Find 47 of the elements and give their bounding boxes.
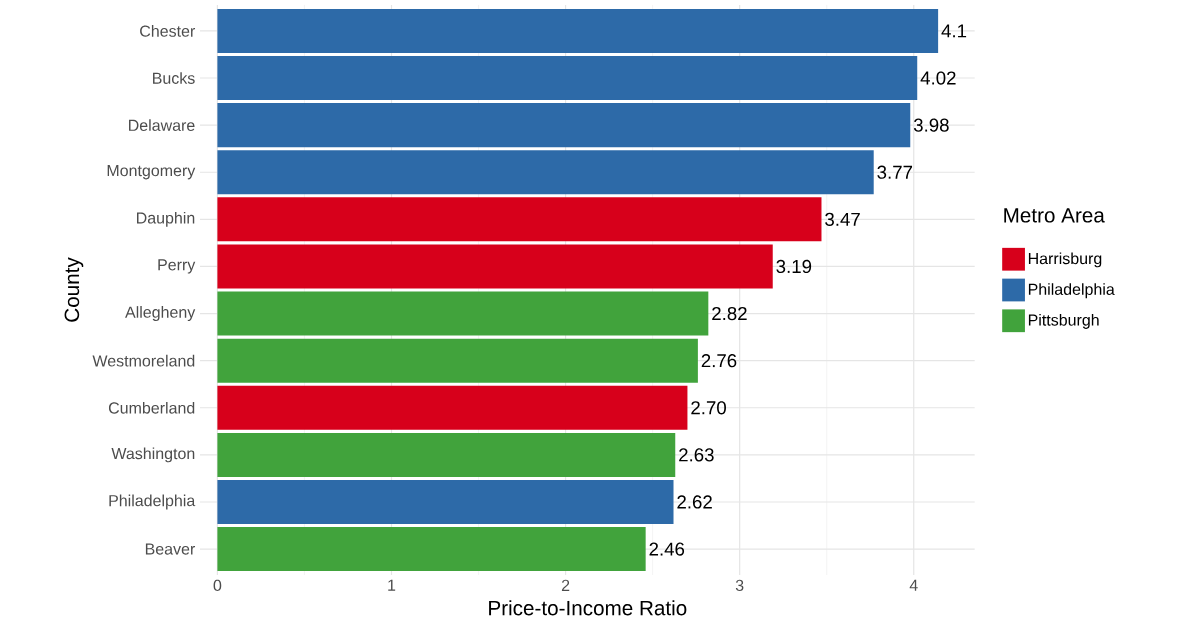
bar xyxy=(217,385,688,430)
y-tick-label: Perry xyxy=(158,259,196,274)
x-tick-label: 2 xyxy=(561,579,570,591)
text: 3.98 xyxy=(913,118,949,132)
y-tick-label: Bucks xyxy=(153,72,195,84)
bar xyxy=(217,56,918,101)
x-tick-label: 4 xyxy=(909,579,918,591)
bar xyxy=(217,103,911,148)
legend-label: Pittsburgh xyxy=(1028,313,1099,329)
text: 2.82 xyxy=(712,306,747,321)
y-axis-title: County xyxy=(64,257,84,322)
bar xyxy=(217,291,709,336)
bar xyxy=(217,8,939,53)
x-tick-label: 3 xyxy=(735,579,744,592)
y-tick-label: Westmoreland xyxy=(92,354,195,367)
y-tick-label: Beaver xyxy=(145,543,196,555)
text: 2.70 xyxy=(691,401,726,415)
y-tick-label: Delaware xyxy=(129,119,195,131)
legend-label: Philadelphia xyxy=(1028,283,1115,299)
text: 3.77 xyxy=(877,165,913,179)
bar xyxy=(217,432,676,477)
bar xyxy=(217,150,874,195)
text: 3.19 xyxy=(776,259,812,274)
bar xyxy=(217,197,822,242)
text: 4.02 xyxy=(920,71,956,85)
x-tick-label: 0 xyxy=(213,579,222,592)
x-axis-title: Price-to-Income Ratio xyxy=(489,600,687,616)
y-tick-label: Allegheny xyxy=(125,306,196,322)
y-tick-label: Cumberland xyxy=(108,401,195,414)
bar xyxy=(217,527,646,572)
y-tick-label: Philadelphia xyxy=(109,494,196,510)
text: 2.76 xyxy=(701,354,737,368)
bar xyxy=(217,479,674,524)
bar xyxy=(217,338,698,383)
legend-label: Harrisburg xyxy=(1028,252,1102,268)
bar xyxy=(217,244,773,289)
text: 3.47 xyxy=(825,212,860,226)
y-tick-label: Washington xyxy=(111,447,195,463)
legend-title: Metro Area xyxy=(1004,208,1105,223)
text: 2.63 xyxy=(679,448,714,462)
text: 2.46 xyxy=(649,542,685,556)
y-tick-label: Montgomery xyxy=(107,165,196,180)
y-tick-label: Chester xyxy=(140,25,196,37)
text: 4.1 xyxy=(941,24,967,38)
text: 2.62 xyxy=(677,495,712,509)
y-tick-label: Dauphin xyxy=(137,211,195,227)
x-tick-label: 1 xyxy=(388,579,396,591)
